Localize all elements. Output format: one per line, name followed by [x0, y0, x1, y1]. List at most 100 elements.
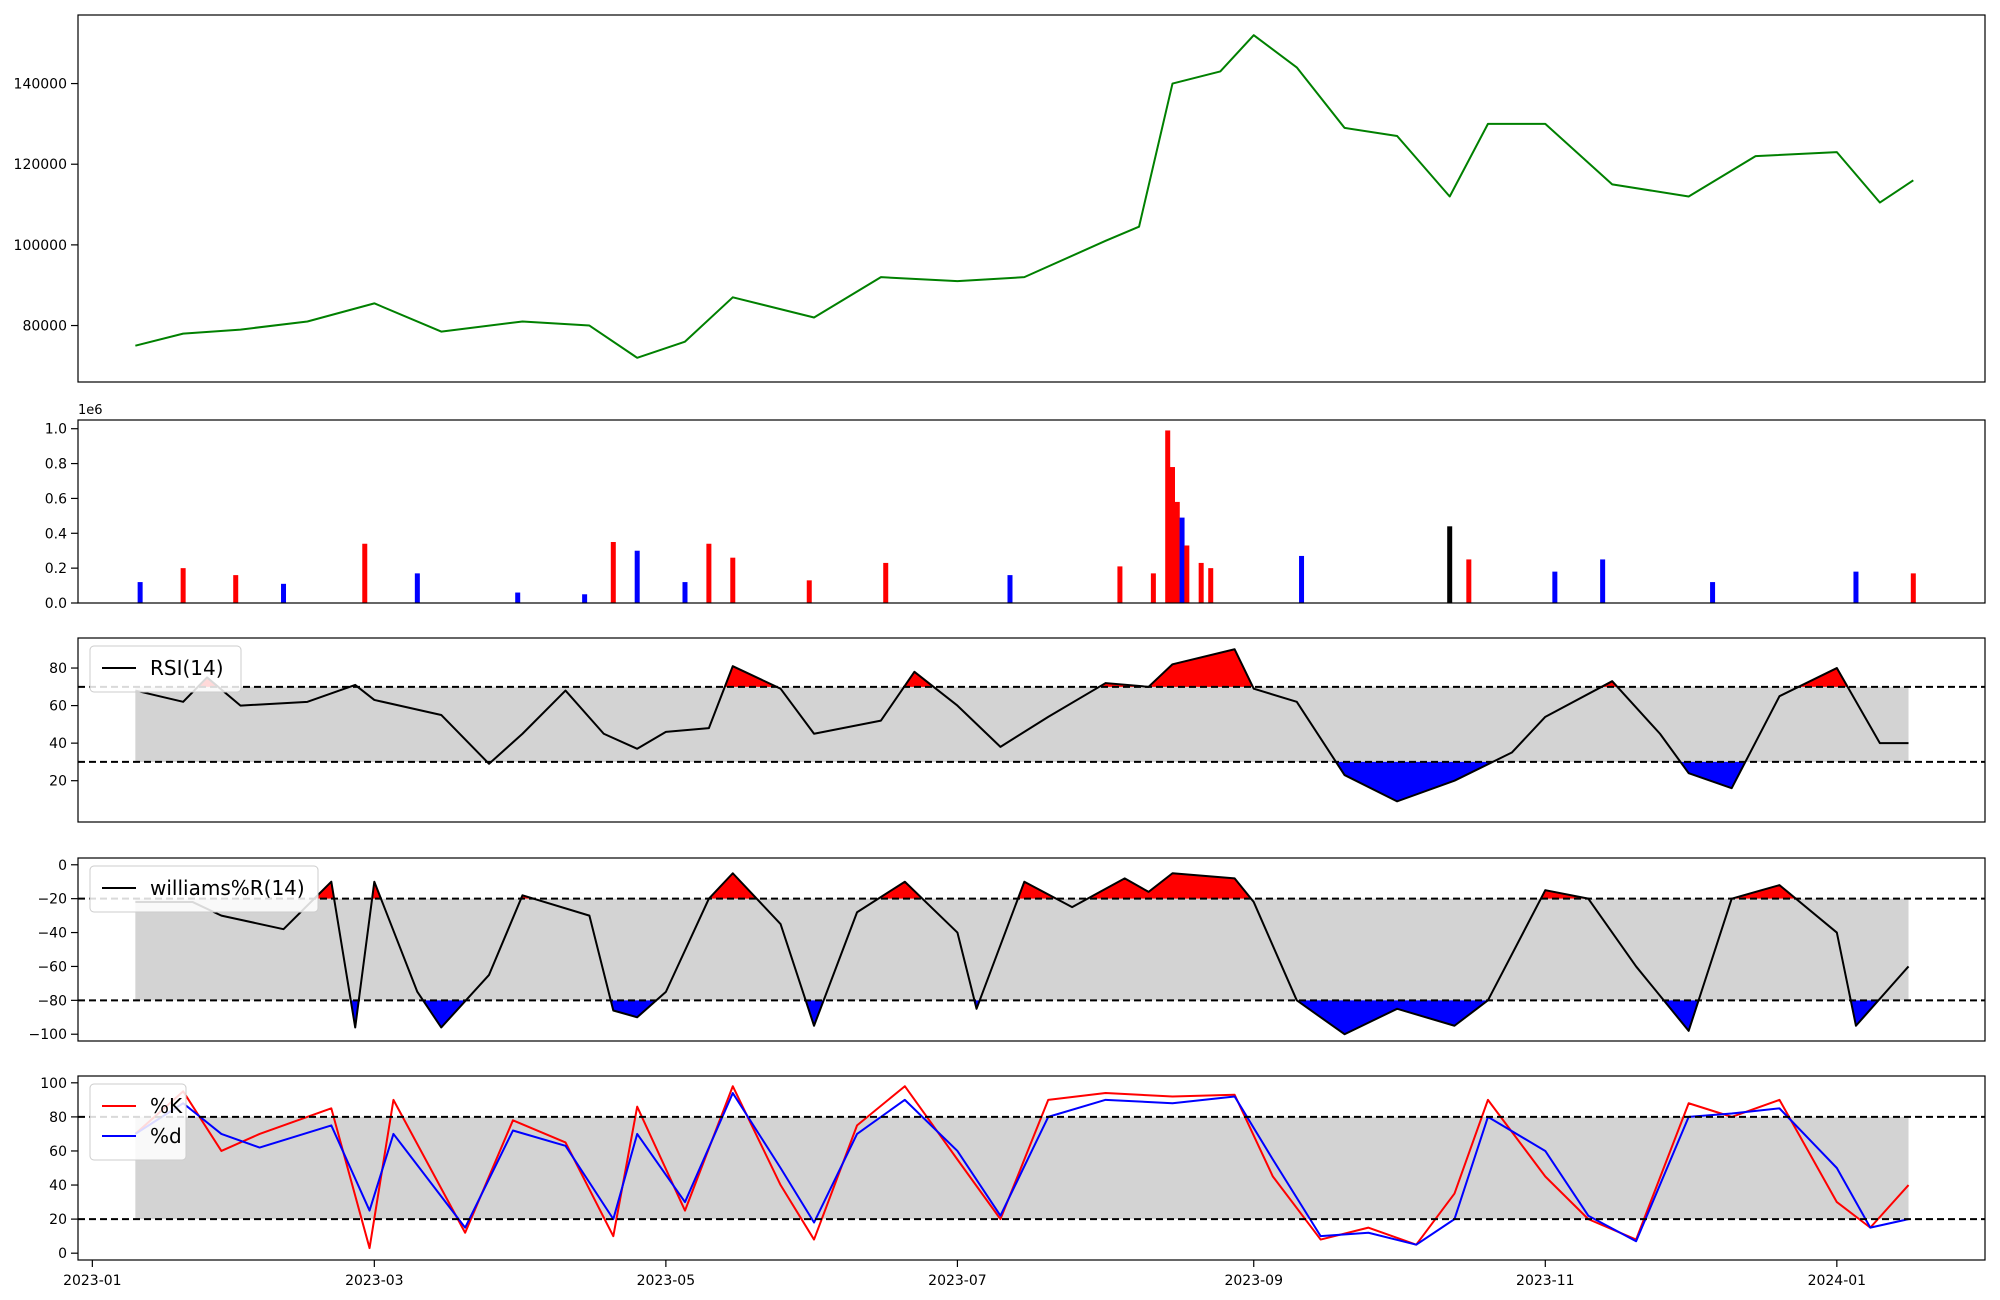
rsi-ytick-label-0: 20	[49, 774, 67, 790]
volume-bar-30	[1710, 582, 1716, 603]
volume-bar-5	[414, 573, 420, 603]
volume-bar-0	[137, 582, 143, 603]
volume-ytick-label-3: 0.6	[45, 491, 67, 507]
volume-bar-15	[1007, 575, 1013, 603]
volume-axes-frame	[77, 419, 1986, 604]
volume-exponent-label: 1e6	[78, 403, 103, 418]
volume-bar-20	[1174, 501, 1180, 603]
volume-bar-11	[706, 543, 712, 603]
rsi-neutral-band	[135, 686, 1909, 762]
williams-oversold-fill-6	[1663, 1000, 1699, 1031]
stochastic-legend-label-1: %d	[150, 1124, 182, 1148]
price-ytick-label-2: 120000	[14, 157, 67, 173]
rsi-legend-label-0: RSI(14)	[150, 656, 224, 680]
williams-oversold-fill-3	[805, 1000, 824, 1026]
volume-bar-12	[730, 557, 736, 603]
williams-oversold-fill-5	[1296, 1000, 1488, 1035]
volume-bar-21	[1179, 517, 1185, 603]
rsi-legend: RSI(14)	[89, 645, 242, 693]
volume-bar-3	[281, 583, 287, 603]
williams-oversold-fill-2	[610, 1000, 657, 1018]
williams-ytick-label-5: −100	[29, 1027, 67, 1043]
williams-ytick-label-4: −80	[37, 993, 67, 1009]
price-ytick-label-3: 140000	[14, 77, 67, 93]
volume-bar-16	[1117, 566, 1123, 603]
xtick-label-5: 2023-11	[1516, 1273, 1575, 1289]
xtick-label-0: 2023-01	[63, 1273, 122, 1289]
volume-bar-4	[362, 543, 368, 603]
stochastic-ytick-label-5: 100	[40, 1076, 67, 1092]
volume-bar-14	[883, 562, 889, 603]
williams-overbought-fill-8	[1731, 885, 1796, 899]
stochastic-ytick-label-0: 0	[58, 1246, 67, 1262]
williams-ytick-label-3: −60	[37, 959, 67, 975]
volume-bar-25	[1299, 555, 1305, 603]
williams-ytick-label-1: −20	[37, 892, 67, 908]
williams-overbought-fill-6	[1087, 873, 1252, 899]
stochastic-ytick-label-3: 60	[49, 1144, 67, 1160]
volume-bar-10	[682, 582, 688, 603]
williams-legend-box	[89, 865, 319, 913]
xtick-label-1: 2023-03	[345, 1273, 404, 1289]
volume-bar-26	[1447, 526, 1453, 603]
volume-ytick-label-1: 0.2	[45, 561, 67, 577]
williams-overbought-fill-4	[878, 881, 923, 899]
rsi-overbought-fill-3	[904, 671, 934, 687]
stochastic-ytick-label-2: 40	[49, 1178, 67, 1194]
williams-overbought-fill-3	[708, 873, 757, 899]
volume-bar-17	[1150, 573, 1156, 603]
volume-bar-7	[582, 594, 588, 603]
rsi-ytick-label-2: 60	[49, 699, 67, 715]
volume-bar-19	[1169, 467, 1175, 603]
price-axes-frame	[77, 14, 1986, 383]
rsi-ytick-label-1: 40	[49, 736, 67, 752]
volume-bar-1	[180, 568, 186, 603]
volume-bar-28	[1552, 571, 1558, 603]
volume-bar-22	[1184, 545, 1190, 603]
rsi-overbought-fill-5	[1148, 649, 1253, 687]
williams-legend-label-0: williams%R(14)	[150, 876, 305, 900]
williams-legend: williams%R(14)	[89, 865, 319, 913]
williams-neutral-band	[135, 898, 1909, 1001]
volume-bar-31	[1853, 571, 1859, 603]
xtick-label-6: 2024-01	[1808, 1273, 1867, 1289]
stochastic-axes-frame	[77, 1075, 1986, 1261]
price-line	[135, 34, 1914, 359]
stochastic-ytick-label-1: 20	[49, 1212, 67, 1228]
williams-axes-frame	[77, 857, 1986, 1042]
volume-ytick-label-5: 1.0	[45, 422, 67, 438]
price-ytick-label-1: 100000	[14, 238, 67, 254]
rsi-overbought-fill-7	[1798, 668, 1848, 687]
stochastic-legend-label-0: %K	[150, 1094, 183, 1118]
rsi-line	[135, 648, 1909, 803]
xtick-label-2: 2023-05	[637, 1273, 696, 1289]
stochastic-legend-box	[89, 1083, 187, 1161]
stochastic-ytick-label-4: 80	[49, 1110, 67, 1126]
rsi-axes-frame	[77, 637, 1986, 823]
stochastic-series-1	[134, 1092, 1909, 1246]
volume-bar-6	[515, 592, 521, 603]
volume-ytick-label-4: 0.8	[45, 457, 67, 473]
volume-bar-2	[233, 575, 239, 603]
stochastic-legend: %K %d	[89, 1083, 187, 1161]
rsi-legend-box	[89, 645, 242, 693]
volume-bar-9	[634, 550, 640, 603]
williams-oversold-fill-1	[423, 1000, 466, 1028]
volume-bar-23	[1198, 562, 1204, 603]
volume-ytick-label-2: 0.4	[45, 526, 67, 542]
williams-line	[135, 872, 1910, 1036]
volume-bar-29	[1600, 559, 1606, 603]
xtick-label-3: 2023-07	[928, 1273, 987, 1289]
williams-ytick-label-2: −40	[37, 926, 67, 942]
volume-bar-18	[1165, 430, 1171, 603]
rsi-oversold-fill-2	[1680, 761, 1746, 789]
xtick-label-4: 2023-09	[1224, 1273, 1283, 1289]
volume-bar-32	[1910, 573, 1916, 603]
price-ytick-label-0: 80000	[22, 319, 67, 335]
volume-bar-27	[1466, 559, 1472, 603]
volume-ytick-label-0: 0.0	[45, 596, 67, 612]
rsi-oversold-fill-1	[1335, 761, 1493, 802]
williams-ytick-label-0: 0	[58, 858, 67, 874]
volume-bar-24	[1208, 568, 1214, 603]
